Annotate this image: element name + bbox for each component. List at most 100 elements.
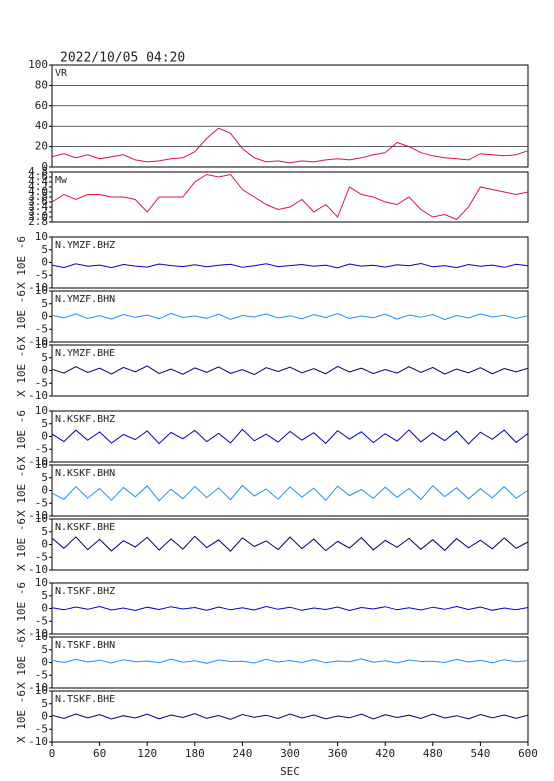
y-tick-label: 5 (41, 525, 48, 538)
y-tick-label: 3.8 (28, 190, 48, 203)
y-tick-label: 5 (41, 243, 48, 256)
x-tick-label: 300 (280, 747, 300, 760)
trace (51, 658, 529, 664)
y-tick-label: 80 (35, 78, 48, 91)
y-tick-label: 0 (41, 602, 48, 615)
panel-frame (51, 636, 529, 689)
x-tick-label: 540 (470, 747, 490, 760)
panel-label: N.TSKF.BHE (55, 694, 115, 705)
trace (51, 312, 529, 321)
y-tick-label: 0 (41, 484, 48, 497)
y-tick-label: 60 (35, 99, 48, 112)
y-tick-label: 100 (28, 58, 48, 71)
trace (51, 173, 529, 221)
y-tick-label: 4.6 (28, 170, 48, 183)
y-tick-label: 10 (35, 284, 48, 297)
y-tick-label: 4.2 (28, 180, 48, 193)
y-tick-label: 0 (41, 160, 48, 173)
trace (51, 428, 529, 445)
y-tick-label: -10 (28, 563, 48, 576)
y-axis-label: X 10E -6 (15, 518, 28, 571)
y-axis-label: X 10E -6 (15, 636, 28, 689)
panel-frame (51, 64, 529, 168)
y-tick-label: 4.4 (28, 175, 48, 188)
y-axis-label: X 10E -6 (15, 464, 28, 517)
y-axis-label: X 10E -6 (15, 582, 28, 635)
y-tick-label: 0 (41, 430, 48, 443)
y-axis-label: X 10E -6 (15, 290, 28, 343)
y-tick-label: 10 (35, 404, 48, 417)
trace (51, 535, 529, 552)
y-tick-label: -10 (28, 627, 48, 640)
y-tick-label: 5 (41, 297, 48, 310)
y-tick-label: 5 (41, 643, 48, 656)
panel-frame (51, 236, 529, 289)
x-tick-label: 0 (49, 747, 56, 760)
y-axis-label: X 10E -6 (15, 236, 28, 289)
y-tick-label: -5 (35, 322, 48, 335)
panel-label: N.TSKF.BHN (55, 640, 115, 651)
y-tick-label: -5 (35, 668, 48, 681)
y-tick-label: 5 (41, 417, 48, 430)
trace (51, 262, 529, 269)
y-tick-label: -10 (28, 335, 48, 348)
trace (51, 713, 529, 720)
trace (51, 484, 529, 502)
y-tick-label: 0 (41, 538, 48, 551)
trace (51, 365, 529, 376)
x-tick-label: 240 (232, 747, 252, 760)
y-tick-label: 5 (41, 589, 48, 602)
y-axis-label: X 10E -6 (15, 410, 28, 463)
y-tick-label: -10 (28, 681, 48, 694)
trace (51, 605, 529, 612)
y-tick-label: 10 (35, 630, 48, 643)
panel-label: N.KSKF.BHE (55, 522, 115, 533)
y-tick-label: 10 (35, 684, 48, 697)
y-tick-label: 4.8 (28, 165, 48, 178)
panel-frame (51, 290, 529, 343)
y-tick-label: 5 (41, 697, 48, 710)
y-tick-label: -5 (35, 442, 48, 455)
y-tick-label: 0 (41, 256, 48, 269)
panel-frame (51, 518, 529, 571)
y-tick-label: 0 (41, 656, 48, 669)
y-tick-label: 20 (35, 140, 48, 153)
y-tick-label: 3.4 (28, 200, 48, 213)
x-tick-label: 60 (93, 747, 106, 760)
panel-frame (51, 464, 529, 517)
y-tick-label: -5 (35, 550, 48, 563)
panel-label: N.YMZF.BHE (55, 348, 115, 359)
panel-label: N.KSKF.BHN (55, 468, 115, 479)
y-tick-label: 5 (41, 471, 48, 484)
y-tick-label: -10 (28, 735, 48, 748)
panel-frame (51, 690, 529, 743)
y-tick-label: 40 (35, 119, 48, 132)
y-axis-label: X 10E -6 (15, 344, 28, 397)
y-tick-label: 10 (35, 512, 48, 525)
y-tick-label: 10 (35, 576, 48, 589)
y-tick-label: -5 (35, 376, 48, 389)
timestamp: 2022/10/05 04:20 (60, 51, 185, 66)
x-tick-label: 120 (137, 747, 157, 760)
y-tick-label: -5 (35, 496, 48, 509)
y-axis-label: X 10E -6 (15, 690, 28, 743)
panel-label: N.TSKF.BHZ (55, 586, 115, 597)
y-tick-label: 10 (35, 338, 48, 351)
y-tick-label: 0 (41, 364, 48, 377)
y-tick-label: 10 (35, 458, 48, 471)
x-tick-label: 600 (518, 747, 538, 760)
x-tick-label: 180 (185, 747, 205, 760)
y-tick-label: -10 (28, 281, 48, 294)
x-axis-label: SEC (280, 765, 300, 778)
x-tick-label: 480 (423, 747, 443, 760)
y-tick-label: 4.0 (28, 185, 48, 198)
y-tick-label: -5 (35, 722, 48, 735)
x-tick-label: 360 (328, 747, 348, 760)
panel-label: Mw (55, 175, 68, 186)
panel-label: N.YMZF.BHZ (55, 240, 115, 251)
panel-label: VR (55, 68, 68, 79)
y-tick-label: 10 (35, 230, 48, 243)
y-tick-label: -10 (28, 509, 48, 522)
